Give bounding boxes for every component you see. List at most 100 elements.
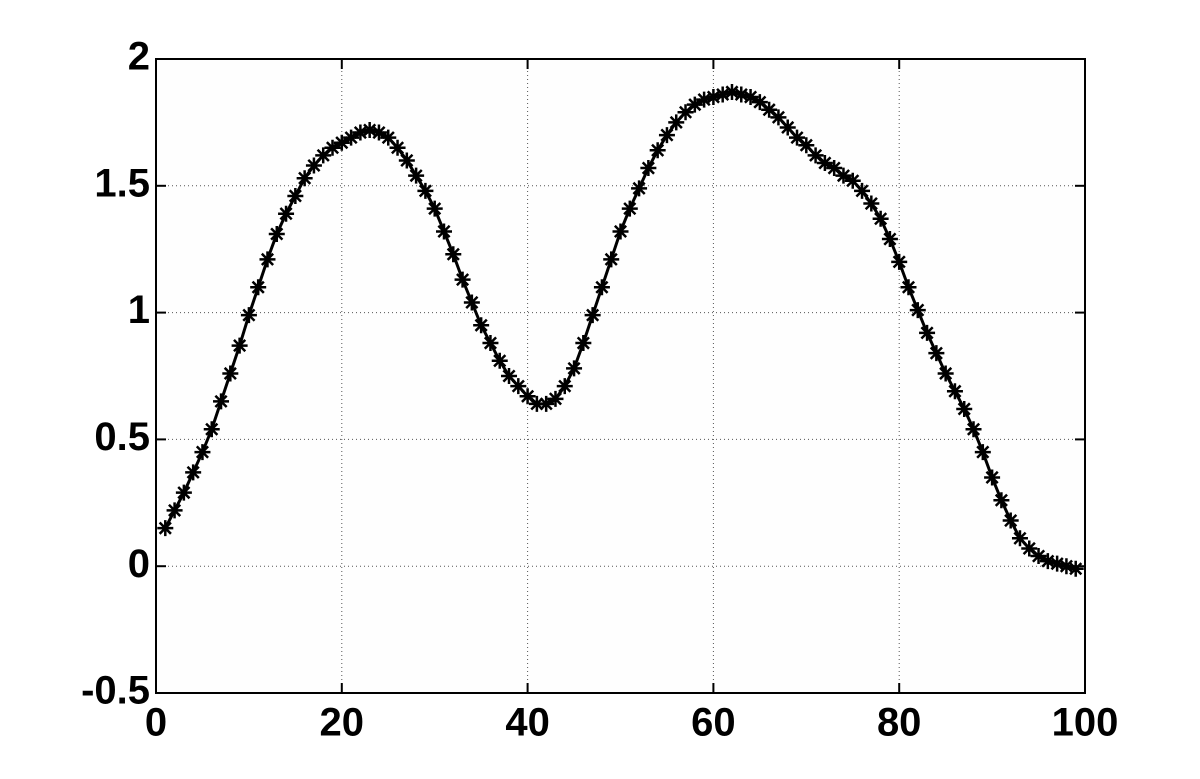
marker xyxy=(1030,548,1047,565)
marker xyxy=(826,160,843,177)
marker xyxy=(1002,512,1019,529)
marker xyxy=(881,231,898,248)
marker xyxy=(547,390,564,407)
marker xyxy=(1049,555,1066,572)
marker xyxy=(213,393,230,410)
marker xyxy=(454,271,471,288)
marker xyxy=(677,104,694,121)
y-tick-label: 2 xyxy=(128,35,150,79)
marker xyxy=(1058,558,1075,575)
marker xyxy=(380,129,397,146)
marker xyxy=(501,368,518,384)
marker xyxy=(779,119,796,136)
marker xyxy=(482,335,499,352)
marker xyxy=(203,421,220,438)
marker xyxy=(844,172,861,189)
marker xyxy=(891,253,908,270)
marker xyxy=(519,388,536,405)
marker xyxy=(593,279,610,296)
marker xyxy=(426,200,443,217)
x-tick-label: 0 xyxy=(145,701,167,745)
marker xyxy=(491,352,508,369)
marker xyxy=(974,444,991,461)
x-tick-label: 80 xyxy=(877,701,922,745)
marker xyxy=(649,142,666,159)
marker xyxy=(231,337,248,354)
marker xyxy=(185,464,202,481)
marker xyxy=(435,223,452,240)
plot-frame xyxy=(155,58,1086,694)
marker xyxy=(621,200,638,217)
marker xyxy=(658,127,675,144)
marker xyxy=(315,147,332,164)
marker xyxy=(463,294,480,311)
marker xyxy=(761,101,778,118)
marker xyxy=(863,195,880,212)
marker xyxy=(956,400,973,417)
marker xyxy=(361,122,378,139)
marker xyxy=(770,109,787,126)
marker xyxy=(370,124,387,141)
marker xyxy=(937,365,954,382)
marker xyxy=(398,152,415,169)
marker xyxy=(343,129,360,146)
marker xyxy=(1039,553,1056,570)
marker xyxy=(566,360,583,377)
marker xyxy=(835,167,852,184)
marker xyxy=(1011,530,1028,547)
marker xyxy=(872,210,889,227)
marker xyxy=(733,86,750,103)
marker xyxy=(259,251,276,268)
marker xyxy=(798,137,815,154)
marker xyxy=(268,225,285,242)
marker xyxy=(984,469,1001,486)
marker xyxy=(333,134,350,151)
marker xyxy=(742,89,759,106)
marker xyxy=(909,302,926,319)
marker xyxy=(696,91,713,108)
marker xyxy=(352,124,369,141)
marker xyxy=(510,378,527,395)
marker xyxy=(278,205,295,222)
x-tick-label: 100 xyxy=(1052,701,1119,745)
marker xyxy=(538,395,555,412)
marker xyxy=(296,170,313,187)
marker xyxy=(705,89,722,106)
marker xyxy=(640,160,657,177)
marker xyxy=(965,421,982,438)
marker xyxy=(166,502,183,519)
y-tick-label: 0.5 xyxy=(94,415,150,459)
marker xyxy=(751,94,768,111)
marker xyxy=(631,180,648,197)
y-tick-label: -0.5 xyxy=(81,669,150,713)
y-tick-label: 1.5 xyxy=(94,161,150,205)
y-tick-label: 1 xyxy=(128,288,150,332)
y-tick-label: 0 xyxy=(128,542,150,586)
marker xyxy=(222,365,239,382)
marker xyxy=(1021,540,1038,557)
marker xyxy=(556,378,573,395)
marker xyxy=(993,492,1010,509)
marker xyxy=(603,251,620,268)
marker xyxy=(1067,560,1084,577)
marker xyxy=(240,307,257,324)
marker xyxy=(287,187,304,204)
marker xyxy=(408,167,425,184)
marker xyxy=(445,246,462,263)
marker xyxy=(528,395,545,412)
marker xyxy=(584,307,601,324)
marker xyxy=(175,484,192,501)
marker xyxy=(612,223,629,240)
marker xyxy=(946,383,963,400)
marker xyxy=(324,139,341,156)
marker xyxy=(714,86,731,103)
marker xyxy=(305,157,322,174)
marker xyxy=(417,182,434,199)
marker xyxy=(194,444,211,461)
marker xyxy=(919,324,936,341)
marker xyxy=(789,129,806,146)
marker xyxy=(157,520,174,537)
marker xyxy=(928,345,945,362)
marker xyxy=(807,147,824,164)
